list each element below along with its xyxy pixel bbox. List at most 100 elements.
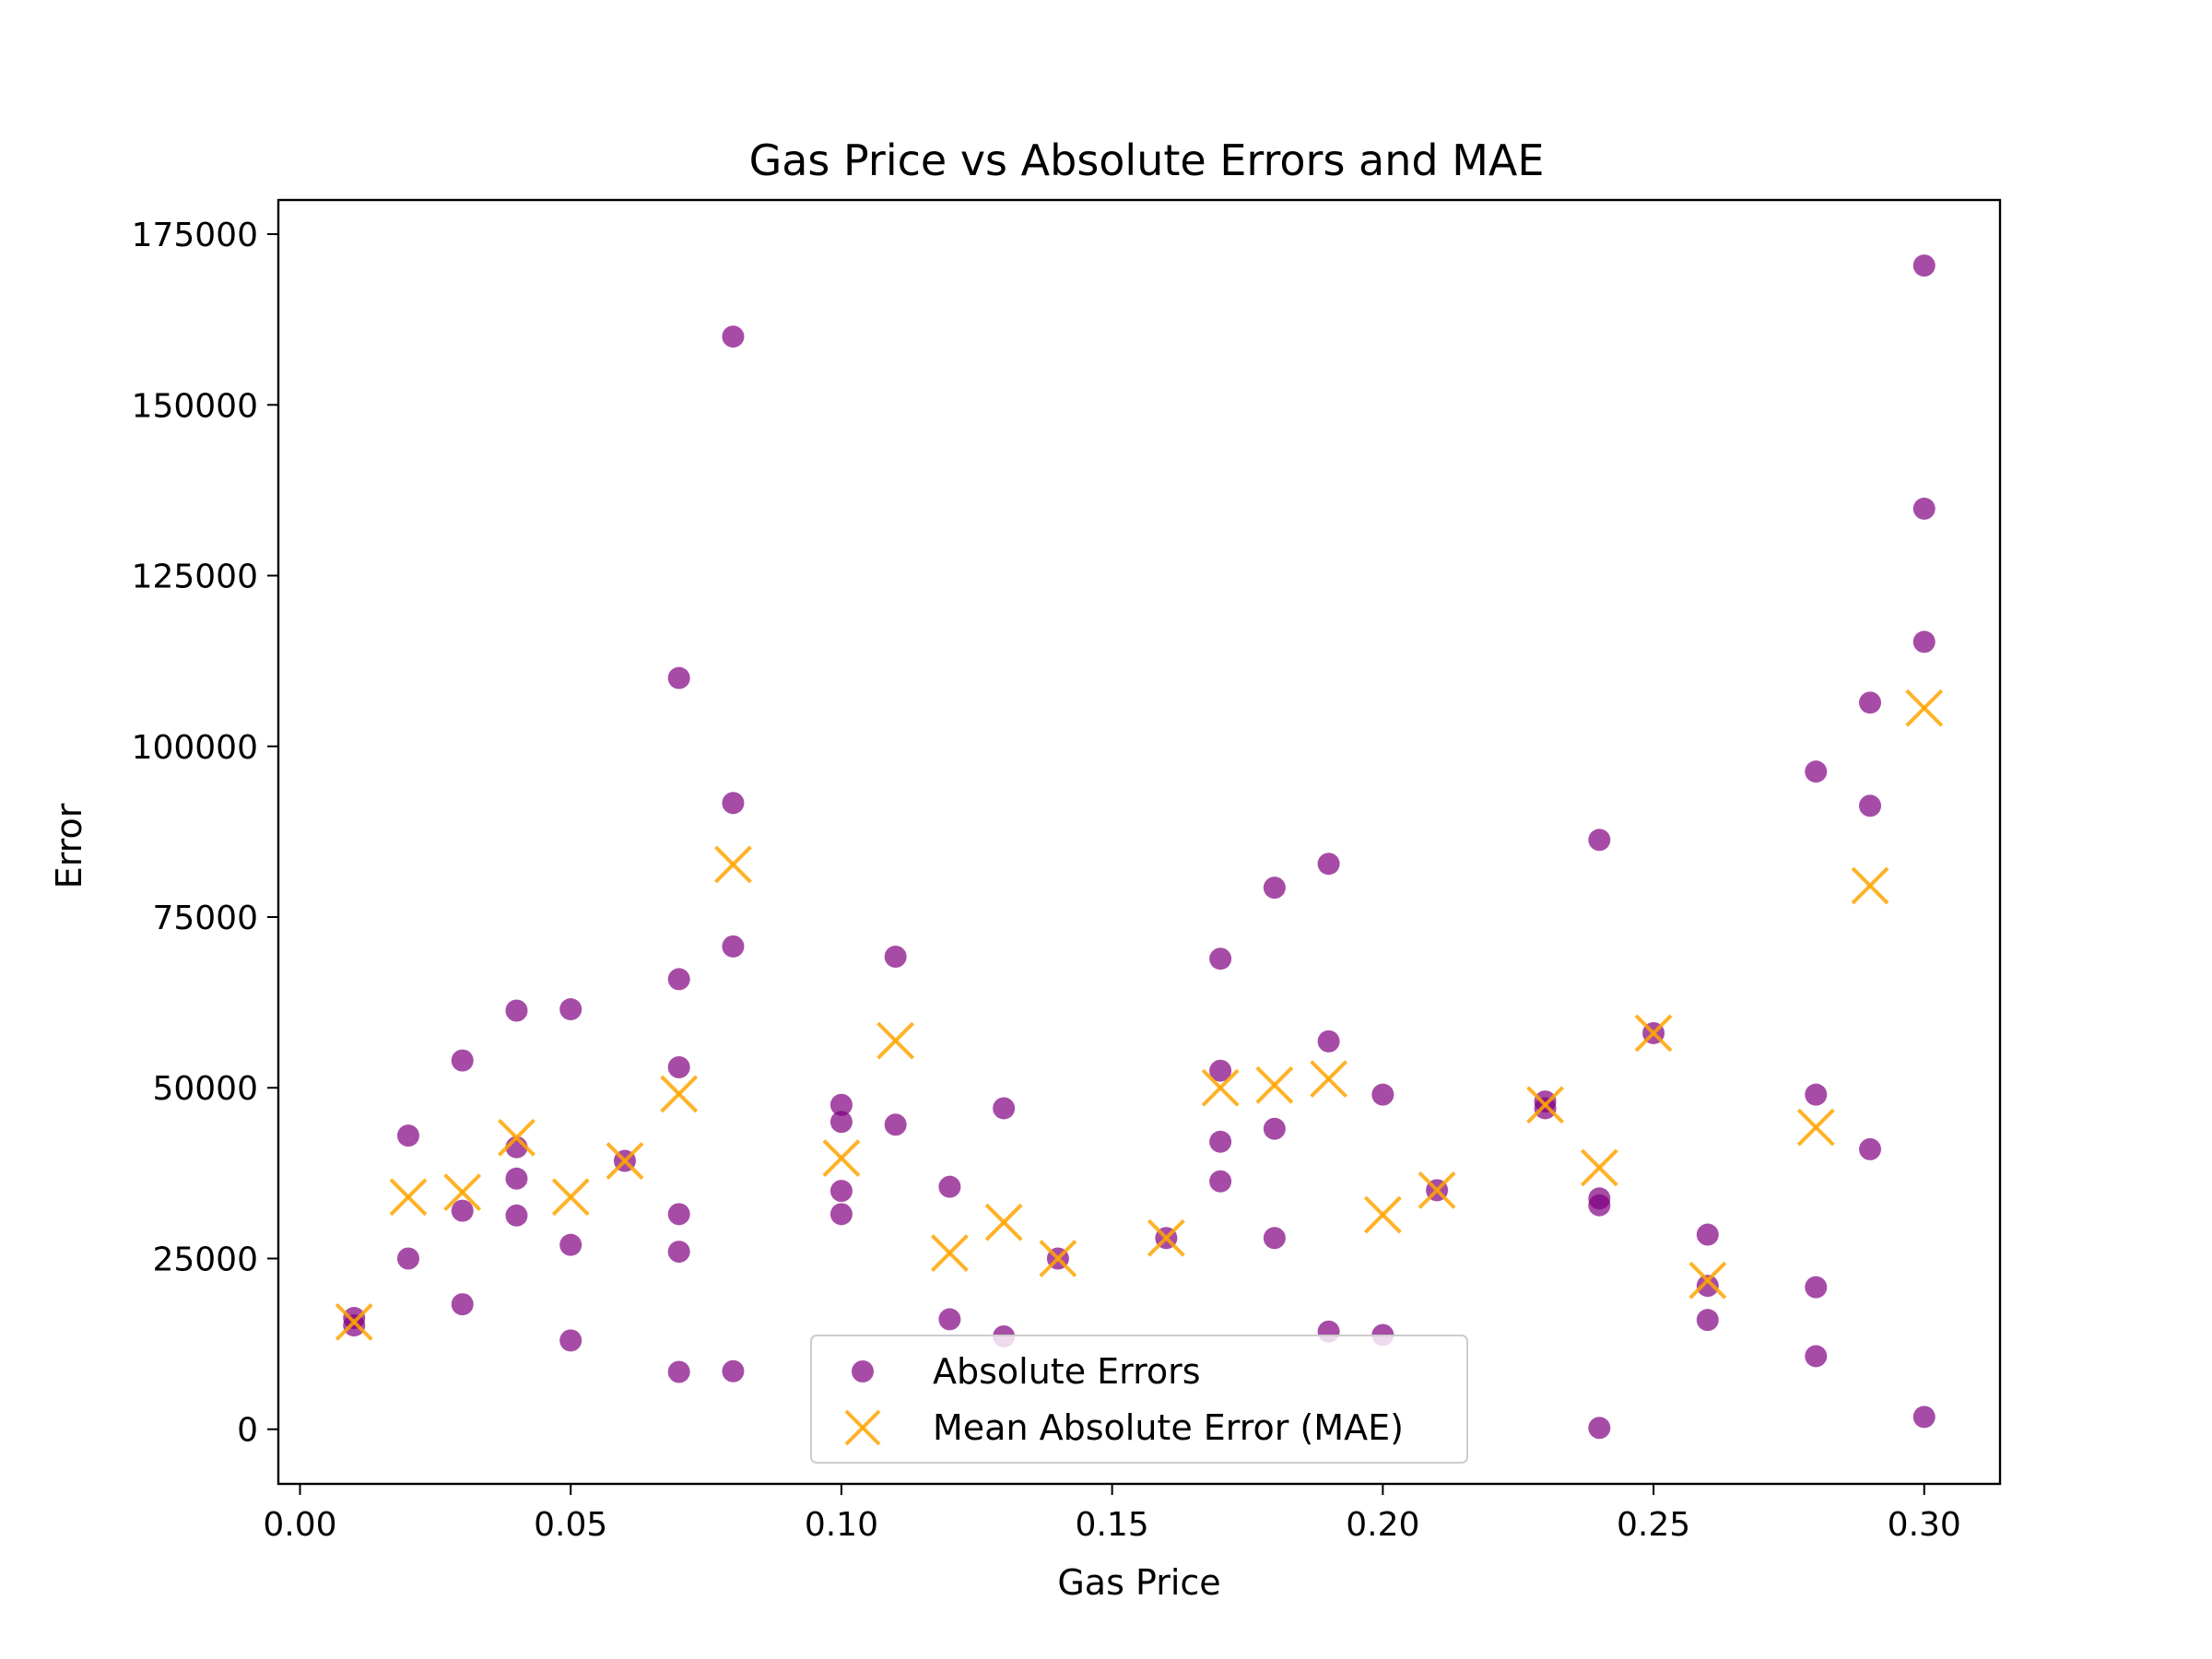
legend-label-absolute-errors: Absolute Errors xyxy=(933,1351,1201,1392)
mae-point xyxy=(1526,1086,1564,1124)
absolute-error-point xyxy=(1534,1097,1557,1120)
x-tick-label: 0.00 xyxy=(263,1506,336,1544)
x-tick-label: 0.25 xyxy=(1617,1506,1690,1544)
absolute-error-point xyxy=(1263,1117,1286,1140)
absolute-error-point xyxy=(1317,1030,1340,1053)
y-tick-label: 175000 xyxy=(132,217,258,254)
y-tick-label: 25000 xyxy=(152,1241,258,1278)
x-tick-label: 0.05 xyxy=(534,1506,607,1544)
mae-point xyxy=(1310,1060,1348,1099)
absolute-error-point xyxy=(1912,497,1936,520)
mae-point xyxy=(1580,1148,1618,1187)
x-axis-label: Gas Price xyxy=(1057,1562,1220,1603)
legend-marker-mae xyxy=(844,1409,881,1446)
absolute-error-point xyxy=(396,1124,419,1147)
absolute-error-point xyxy=(343,1314,366,1337)
absolute-error-point xyxy=(938,1175,961,1198)
mae-point xyxy=(1363,1195,1402,1234)
mae-point xyxy=(1039,1240,1077,1277)
absolute-error-point xyxy=(1263,1227,1286,1250)
chart-title: Gas Price vs Absolute Errors and MAE xyxy=(749,135,1545,185)
absolute-error-point xyxy=(722,325,745,348)
x-tick-label: 0.20 xyxy=(1346,1506,1419,1544)
legend-label-mae: Mean Absolute Error (MAE) xyxy=(933,1407,1404,1448)
absolute-error-point xyxy=(667,968,690,991)
x-tick-label: 0.10 xyxy=(805,1506,878,1544)
absolute-error-point xyxy=(1805,760,1828,783)
mae-point xyxy=(1796,1108,1835,1147)
absolute-error-point xyxy=(667,1203,690,1226)
absolute-error-point xyxy=(830,1093,853,1116)
mae-point xyxy=(443,1173,482,1212)
mae-point xyxy=(1201,1068,1240,1107)
legend-box xyxy=(810,1335,1468,1464)
absolute-error-point xyxy=(667,1360,690,1383)
absolute-error-point xyxy=(1912,1406,1936,1429)
y-tick-label: 75000 xyxy=(152,900,258,937)
absolute-error-point xyxy=(722,792,745,815)
absolute-error-point xyxy=(722,1359,745,1382)
absolute-error-point xyxy=(559,998,582,1021)
absolute-error-point xyxy=(1912,630,1936,653)
x-tick-label: 0.15 xyxy=(1076,1506,1149,1544)
absolute-error-point xyxy=(938,1308,961,1331)
y-tick-label: 150000 xyxy=(132,387,258,425)
mae-point xyxy=(877,1021,915,1060)
absolute-error-point xyxy=(1209,1130,1232,1153)
absolute-error-point xyxy=(830,1203,853,1226)
plot-area xyxy=(335,254,1944,1440)
absolute-error-point xyxy=(1696,1309,1719,1332)
plot-frame xyxy=(276,198,2002,1486)
absolute-error-point xyxy=(451,1049,474,1072)
absolute-error-point xyxy=(451,1199,474,1222)
y-tick-label: 100000 xyxy=(132,729,258,767)
absolute-error-point xyxy=(1588,1194,1611,1217)
absolute-error-point xyxy=(1317,853,1340,876)
absolute-error-point xyxy=(1859,691,1882,714)
mae-point xyxy=(498,1118,535,1157)
absolute-error-point xyxy=(667,666,690,689)
x-tick-label: 0.30 xyxy=(1888,1506,1961,1544)
mae-point xyxy=(1634,1014,1673,1053)
mae-point xyxy=(714,845,752,884)
absolute-error-point xyxy=(1859,794,1882,818)
absolute-error-point xyxy=(667,1056,690,1079)
absolute-error-point xyxy=(559,1233,582,1256)
y-tick-label: 50000 xyxy=(152,1070,258,1108)
absolute-error-point xyxy=(830,1180,853,1203)
absolute-error-point xyxy=(1859,1137,1882,1160)
absolute-error-point xyxy=(505,1167,528,1190)
mae-point xyxy=(660,1075,699,1113)
absolute-error-point xyxy=(1805,1276,1828,1299)
y-axis: 0 25000 50000 75000 100000 125000 150000 175000 xyxy=(132,217,278,1450)
absolute-error-point xyxy=(1588,1417,1611,1440)
absolute-error-point xyxy=(396,1247,419,1270)
mae-point xyxy=(984,1203,1023,1241)
absolute-error-point xyxy=(451,1293,474,1316)
y-tick-label: 125000 xyxy=(132,559,258,596)
mae-point xyxy=(1905,688,1944,727)
absolute-error-point xyxy=(1263,877,1286,900)
absolute-error-point xyxy=(1209,947,1232,971)
x-axis: 0.00 0.05 0.10 0.15 0.20 0.25 0.30 xyxy=(263,1484,1961,1544)
mae-point xyxy=(389,1178,428,1217)
mae-point xyxy=(822,1139,861,1177)
mae-point xyxy=(1255,1065,1294,1104)
absolute-error-point xyxy=(505,1204,528,1227)
absolute-error-point xyxy=(1696,1223,1719,1246)
legend-marker-absolute-errors xyxy=(852,1360,874,1382)
y-tick-label: 0 xyxy=(237,1412,258,1450)
mae-point xyxy=(930,1234,969,1272)
mae-point xyxy=(1851,866,1889,905)
absolute-error-point xyxy=(1588,829,1611,852)
absolute-error-point xyxy=(1912,254,1936,277)
y-axis-label: Error xyxy=(49,803,89,888)
absolute-error-point xyxy=(830,1111,853,1134)
absolute-error-point xyxy=(993,1097,1016,1120)
mae-point xyxy=(551,1178,590,1217)
mae-point xyxy=(1418,1171,1456,1209)
absolute-error-point xyxy=(884,945,907,968)
mae-point xyxy=(1688,1261,1727,1300)
absolute-error-point xyxy=(1696,1275,1719,1298)
